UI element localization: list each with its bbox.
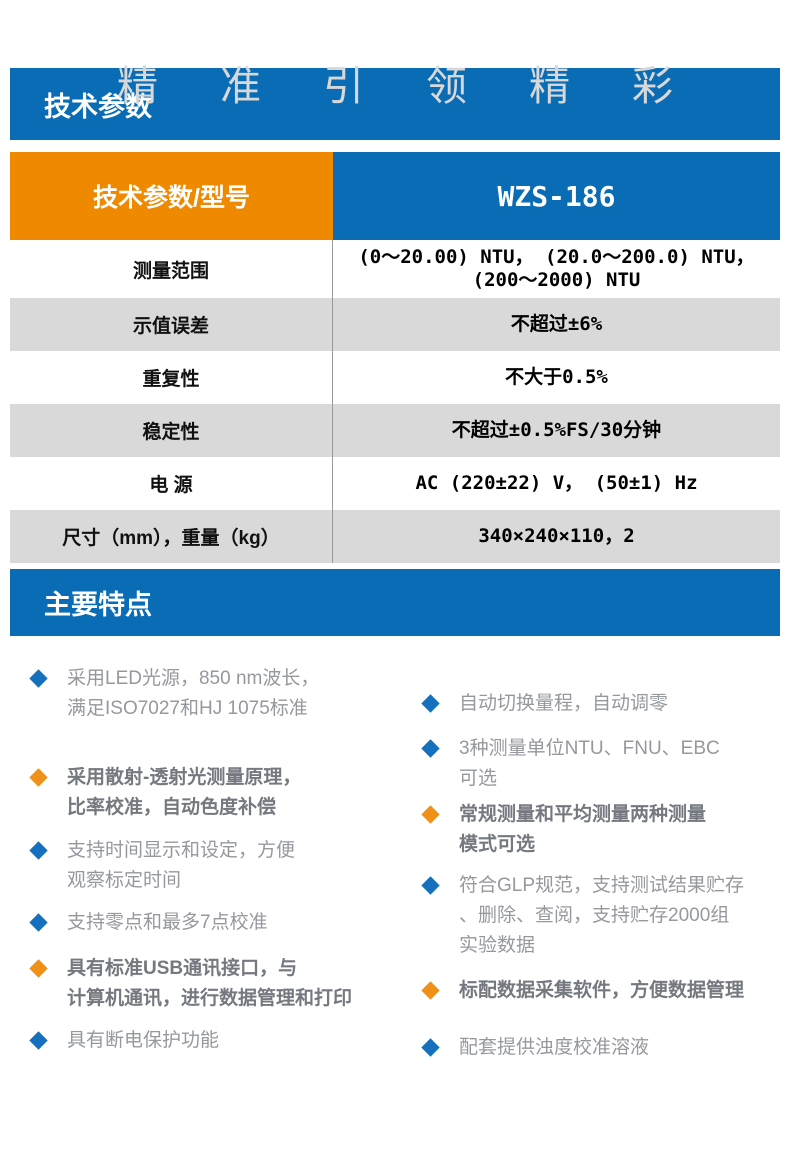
- feature-text: 标配数据采集软件，方便数据管理: [459, 980, 745, 1001]
- tech-params-section-bar: 技术参数: [10, 68, 780, 140]
- orange-diamond-bullet-icon: [421, 805, 440, 824]
- blue-diamond-bullet-icon: [29, 913, 48, 932]
- row-value-line2: (200～2000) NTU: [472, 269, 641, 291]
- features-column-right: 自动切换量程，自动调零 3种测量单位NTU、FNU、EBC 可选 常规测量和平均测量两…: [390, 636, 780, 1063]
- row-label: 重复性: [10, 351, 333, 404]
- row-label: 稳定性: [10, 404, 333, 457]
- blue-diamond-bullet-icon: [421, 694, 440, 713]
- feature-text: 具有标准USB通讯接口，与 计算机通讯，进行数据管理和打印: [67, 958, 353, 1009]
- row-label: 电 源: [10, 457, 333, 510]
- feature-item: 支持时间显示和设定，方便 观察标定时间: [29, 836, 390, 896]
- feature-text: 常规测量和平均测量两种测量 模式可选: [459, 804, 707, 855]
- feature-text: 符合GLP规范，支持测试结果贮存 、删除、查阅，支持贮存2000组 实验数据: [459, 875, 745, 956]
- orange-diamond-bullet-icon: [29, 768, 48, 787]
- feature-item: 采用散射-透射光测量原理， 比率校准，自动色度补偿: [29, 763, 390, 823]
- tech-params-title: 技术参数: [44, 91, 152, 122]
- blue-diamond-bullet-icon: [421, 1038, 440, 1057]
- blue-diamond-bullet-icon: [421, 739, 440, 758]
- feature-item: 常规测量和平均测量两种测量 模式可选: [421, 800, 780, 860]
- feature-item: 自动切换量程，自动调零: [421, 689, 780, 719]
- table-row-measure-range: 测量范围 (0～20.00) NTU， (20.0～200.0) NTU， (2…: [10, 240, 780, 298]
- feature-item: 符合GLP规范，支持测试结果贮存 、删除、查阅，支持贮存2000组 实验数据: [421, 871, 780, 961]
- feature-item: 具有断电保护功能: [29, 1026, 390, 1056]
- table-header-param-label: 技术参数/型号: [10, 152, 333, 240]
- feature-item: 3种测量单位NTU、FNU、EBC 可选: [421, 734, 780, 794]
- blue-diamond-bullet-icon: [29, 841, 48, 860]
- table-row-stability: 稳定性 不超过±0.5%FS/30分钟: [10, 404, 780, 457]
- table-row-power: 电 源 AC (220±22) V， (50±1) Hz: [10, 457, 780, 510]
- main-features-section-bar: 主要特点: [10, 569, 780, 636]
- feature-item: 支持零点和最多7点校准: [29, 908, 390, 938]
- row-value: 不大于0.5%: [505, 366, 608, 389]
- table-header-model: WZS-186: [333, 152, 780, 240]
- row-value: 不超过±6%: [510, 313, 603, 336]
- feature-text: 采用散射-透射光测量原理， 比率校准，自动色度补偿: [67, 767, 302, 818]
- orange-diamond-bullet-icon: [29, 959, 48, 978]
- feature-text: 采用LED光源，850 nm波长， 满足ISO7027和HJ 1075标准: [67, 668, 320, 719]
- row-label: 示值误差: [10, 298, 333, 351]
- spec-table-body: 测量范围 (0～20.00) NTU， (20.0～200.0) NTU， (2…: [10, 240, 780, 563]
- row-value: 340×240×110，2: [478, 525, 635, 548]
- blue-diamond-bullet-icon: [421, 876, 440, 895]
- spec-table: 技术参数/型号 WZS-186 测量范围 (0～20.00) NTU， (20.…: [10, 152, 780, 563]
- table-row-size-weight: 尺寸（mm），重量（kg） 340×240×110，2: [10, 510, 780, 563]
- row-label: 尺寸（mm），重量（kg）: [10, 510, 333, 563]
- row-value: 不超过±0.5%FS/30分钟: [451, 419, 662, 442]
- row-label: 测量范围: [10, 240, 333, 298]
- feature-text: 3种测量单位NTU、FNU、EBC 可选: [459, 738, 720, 789]
- spec-table-header-row: 技术参数/型号 WZS-186: [10, 152, 780, 240]
- row-value: (0～20.00) NTU， (20.0～200.0) NTU， (200～20…: [333, 240, 780, 298]
- blue-diamond-bullet-icon: [29, 669, 48, 688]
- table-row-indication-error: 示值误差 不超过±6%: [10, 298, 780, 351]
- table-row-repeatability: 重复性 不大于0.5%: [10, 351, 780, 404]
- blue-diamond-bullet-icon: [29, 1031, 48, 1050]
- slogan-watermark: 精准引领精彩: [117, 62, 735, 110]
- feature-item: 标配数据采集软件，方便数据管理: [421, 976, 780, 1006]
- features-column-left: 采用LED光源，850 nm波长， 满足ISO7027和HJ 1075标准 采用散射…: [10, 636, 390, 1063]
- feature-text: 自动切换量程，自动调零: [459, 693, 669, 714]
- row-value-line1: (0～20.00) NTU， (20.0～200.0) NTU，: [358, 246, 755, 269]
- feature-text: 具有断电保护功能: [67, 1030, 220, 1051]
- features-list: 采用LED光源，850 nm波长， 满足ISO7027和HJ 1075标准 采用散射…: [0, 636, 790, 1063]
- feature-item: 采用LED光源，850 nm波长， 满足ISO7027和HJ 1075标准: [29, 664, 390, 724]
- main-features-title: 主要特点: [44, 590, 152, 620]
- row-value: AC (220±22) V， (50±1) Hz: [415, 472, 698, 495]
- feature-text: 支持时间显示和设定，方便 观察标定时间: [67, 840, 296, 891]
- orange-diamond-bullet-icon: [421, 981, 440, 1000]
- feature-item: 配套提供浊度校准溶液: [421, 1033, 780, 1063]
- feature-text: 配套提供浊度校准溶液: [459, 1037, 650, 1058]
- feature-text: 支持零点和最多7点校准: [67, 912, 268, 933]
- feature-item: 具有标准USB通讯接口，与 计算机通讯，进行数据管理和打印: [29, 954, 390, 1014]
